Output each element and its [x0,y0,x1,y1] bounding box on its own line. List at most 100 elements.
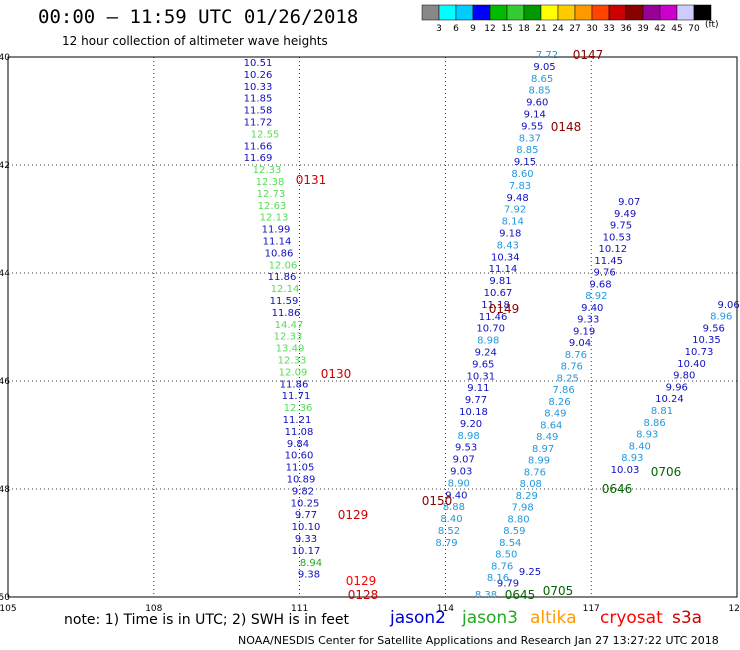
swh-value: 8.65 [531,74,553,85]
swh-value: 8.79 [435,538,457,549]
swh-value: 9.20 [460,419,482,430]
swh-value: 8.49 [544,409,566,420]
swh-value: 7.98 [511,503,533,514]
swh-value: 9.55 [521,121,543,132]
pass-time-label: 0150 [422,494,453,508]
sat-label-jason2: jason2 [390,608,446,628]
legend-swatch [693,4,712,21]
sat-label-jason3: jason3 [462,608,518,628]
swh-value: 8.26 [548,397,570,408]
swh-value: 8.54 [499,538,521,549]
swh-value: 8.64 [540,420,562,431]
swh-value: 12.38 [256,177,285,188]
swh-value: 13.49 [276,344,305,355]
swh-value: 12.09 [279,367,308,378]
swh-value: 8.50 [495,550,517,561]
swh-value: 8.60 [511,169,533,180]
legend-swatch [506,4,525,21]
swh-value: 9.33 [577,315,599,326]
swh-value: 8.38 [475,590,497,601]
legend-swatch [625,4,644,21]
pass-time-label: 0148 [551,120,582,134]
swh-value: 9.05 [533,62,555,73]
swh-value: 8.40 [629,441,651,452]
swh-value: 8.76 [561,362,583,373]
legend-label: 70 [688,24,700,34]
swh-value: 8.14 [502,217,524,228]
legend-swatch [642,4,661,21]
legend-swatch [574,4,593,21]
swh-value: 9.77 [295,510,317,521]
swh-value: 11.18 [481,300,510,311]
map-subtitle: 12 hour collection of altimeter wave hei… [62,34,328,48]
y-tick-label: 44 [0,269,10,279]
swh-value: 8.59 [503,526,525,537]
swh-value: 10.53 [603,232,632,243]
pass-time-label: 0130 [321,367,352,381]
swh-value: 9.75 [610,221,632,232]
legend-label: 39 [637,24,649,34]
swh-value: 9.15 [514,157,536,168]
legend-label: 30 [586,24,598,34]
legend-swatch [540,4,559,21]
swh-value: 10.26 [244,70,273,81]
swh-value: 9.24 [475,348,497,359]
swh-value: 9.14 [524,110,546,121]
swh-value: 10.70 [476,324,505,335]
swh-value: 8.76 [524,467,546,478]
pass-time-label: 0645 [505,588,536,602]
swh-value: 8.93 [636,430,658,441]
swh-value: 11.66 [244,141,273,152]
pass-time-label: 0149 [489,302,520,316]
legend-units: (ft) [705,20,719,30]
swh-value: 9.77 [465,395,487,406]
swh-value: 12.33 [278,356,307,367]
swh-value: 8.81 [651,406,673,417]
swh-value: 9.53 [455,443,477,454]
swh-value: 9.82 [292,486,314,497]
swh-value: 10.12 [598,244,627,255]
swh-value: 8.99 [528,456,550,467]
swh-value: 8.37 [519,133,541,144]
swh-value: 11.59 [270,296,299,307]
track-1: 10.5110.2610.3311.8511.5811.7212.5511.66… [244,58,322,581]
legend-swatch [591,4,610,21]
swh-value: 9.60 [526,98,548,109]
swh-value: 9.06 [717,300,739,311]
swh-value: 12.73 [257,189,286,200]
swh-value: 11.86 [268,272,297,283]
credit-line: NOAA/NESDIS Center for Satellite Applica… [238,634,719,647]
swh-value: 9.76 [593,268,615,279]
swh-value: 9.48 [506,193,528,204]
legend-label: 24 [552,24,564,34]
swh-value: 11.21 [283,415,312,426]
swh-value: 8.98 [477,336,499,347]
sat-label-s3a: s3a [672,608,703,628]
legend-label: 42 [654,24,665,34]
pass-time-label: 0129 [338,508,369,522]
legend-swatch [659,4,678,21]
swh-value: 9.33 [295,534,317,545]
swh-value: 8.85 [529,86,551,97]
swh-value: 11.99 [262,225,291,236]
swh-value: 8.52 [438,526,460,537]
legend-swatch [557,4,576,21]
swh-value: 9.68 [589,279,611,290]
pass-time-label: 0147 [573,48,604,62]
swh-value: 12.33 [274,332,303,343]
note-text: note: 1) Time is in UTC; 2) SWH is in fe… [64,612,350,628]
swh-value: 8.40 [440,514,462,525]
swh-value: 10.17 [292,546,321,557]
swh-value: 11.71 [282,391,311,402]
swh-value: 9.03 [450,467,472,478]
legend-swatch [489,4,508,21]
swh-value: 9.38 [298,570,320,581]
swh-value: 11.72 [244,118,273,129]
swh-value: 9.04 [569,338,591,349]
swh-value: 9.11 [467,383,489,394]
legend-label: 3 [436,24,442,34]
track-5: 10.038.938.408.938.868.8110.249.969.8010… [611,300,740,476]
legend-label: 36 [620,24,632,34]
swh-value: 10.10 [292,522,321,533]
